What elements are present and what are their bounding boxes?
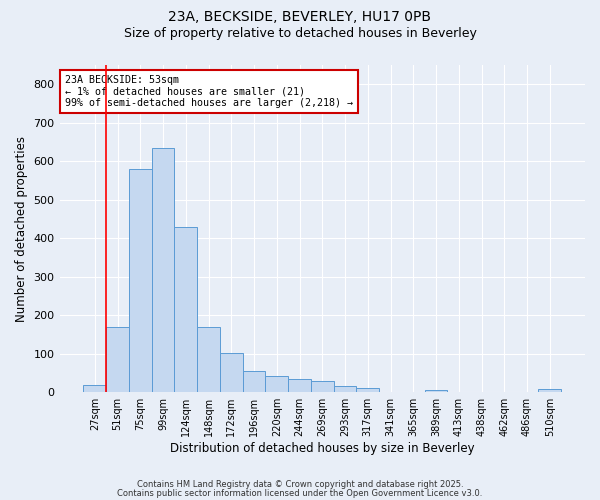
Bar xyxy=(197,327,220,392)
Bar xyxy=(265,376,288,392)
Bar xyxy=(356,388,379,392)
Bar xyxy=(106,327,129,392)
Text: Contains public sector information licensed under the Open Government Licence v3: Contains public sector information licen… xyxy=(118,489,482,498)
Text: Size of property relative to detached houses in Beverley: Size of property relative to detached ho… xyxy=(124,28,476,40)
Bar xyxy=(175,226,197,392)
Bar xyxy=(311,380,334,392)
Bar xyxy=(83,384,106,392)
Bar xyxy=(425,390,448,392)
Bar xyxy=(220,352,242,392)
Bar xyxy=(129,169,152,392)
Text: 23A BECKSIDE: 53sqm
← 1% of detached houses are smaller (21)
99% of semi-detache: 23A BECKSIDE: 53sqm ← 1% of detached hou… xyxy=(65,75,353,108)
Y-axis label: Number of detached properties: Number of detached properties xyxy=(15,136,28,322)
Bar xyxy=(334,386,356,392)
Bar xyxy=(152,148,175,392)
Bar xyxy=(242,371,265,392)
Bar xyxy=(538,389,561,392)
Bar xyxy=(288,378,311,392)
Text: Contains HM Land Registry data © Crown copyright and database right 2025.: Contains HM Land Registry data © Crown c… xyxy=(137,480,463,489)
X-axis label: Distribution of detached houses by size in Beverley: Distribution of detached houses by size … xyxy=(170,442,475,455)
Text: 23A, BECKSIDE, BEVERLEY, HU17 0PB: 23A, BECKSIDE, BEVERLEY, HU17 0PB xyxy=(169,10,431,24)
